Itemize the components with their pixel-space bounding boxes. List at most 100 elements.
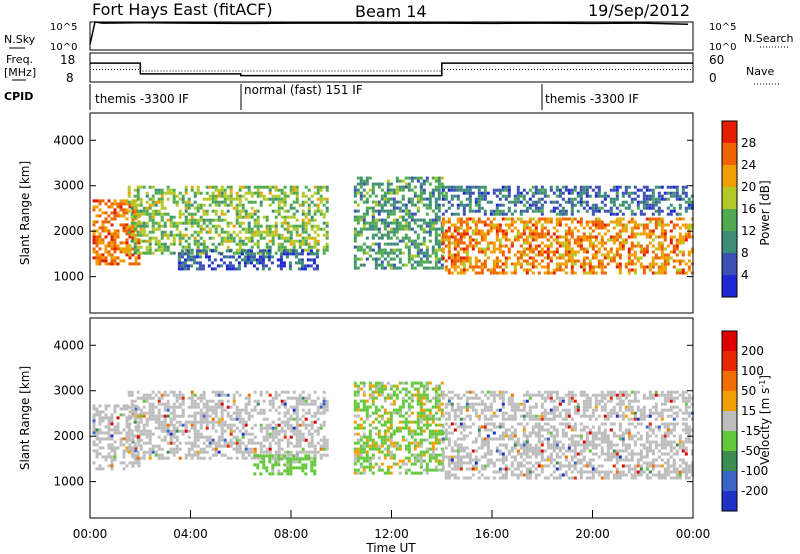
data-cell [151, 200, 155, 204]
data-cell [310, 435, 314, 439]
data-cell [322, 411, 326, 415]
data-cell [567, 191, 571, 195]
data-cell [142, 429, 146, 433]
data-cell [567, 229, 571, 233]
data-cell [690, 250, 694, 254]
data-cell [267, 249, 271, 253]
data-cell [292, 245, 296, 249]
data-cell [356, 393, 360, 397]
data-cell [600, 238, 604, 242]
data-cell [362, 456, 366, 460]
data-cell [256, 242, 260, 246]
data-cell [226, 245, 230, 249]
data-cell [603, 271, 607, 275]
data-cell [208, 227, 212, 231]
data-cell [440, 429, 444, 433]
data-cell [304, 227, 308, 231]
data-cell [392, 399, 396, 403]
data-cell [232, 429, 236, 433]
data-cell [175, 414, 179, 418]
data-cell [166, 423, 170, 427]
data-cell [431, 224, 435, 228]
data-cell [669, 220, 673, 224]
data-cell [157, 402, 161, 406]
data-cell [196, 453, 200, 457]
data-cell [292, 417, 296, 421]
data-cell [437, 245, 441, 249]
data-cell [468, 431, 472, 435]
data-cell [444, 259, 448, 263]
data-cell [398, 251, 402, 255]
data-cell [322, 399, 326, 403]
data-cell [134, 461, 138, 465]
data-cell [151, 203, 155, 207]
data-cell [582, 238, 586, 242]
data-cell [618, 232, 622, 236]
data-cell [356, 450, 360, 454]
data-cell [238, 230, 242, 234]
data-cell [540, 209, 544, 213]
data-cell [160, 218, 164, 222]
data-cell [519, 262, 523, 266]
data-cell [316, 396, 320, 400]
data-cell [419, 257, 423, 261]
data-cell [362, 179, 366, 183]
data-cell [606, 209, 610, 213]
data-cell [193, 402, 197, 406]
data-cell [437, 432, 441, 436]
data-cell [486, 200, 490, 204]
data-cell [136, 453, 140, 457]
data-cell [618, 235, 622, 239]
data-cell [410, 435, 414, 439]
data-cell [380, 266, 384, 270]
data-cell [220, 393, 224, 397]
data-cell [133, 444, 137, 448]
data-cell [226, 399, 230, 403]
data-cell [477, 425, 481, 429]
data-cell [183, 252, 187, 256]
data-cell [407, 444, 411, 448]
data-cell [609, 197, 613, 201]
data-cell [465, 455, 469, 459]
data-cell [160, 194, 164, 198]
data-cell [265, 233, 269, 237]
data-cell [271, 197, 275, 201]
data-cell [416, 420, 420, 424]
data-cell [416, 236, 420, 240]
data-cell [172, 191, 176, 195]
data-cell [154, 426, 158, 430]
data-cell [110, 244, 114, 248]
data-cell [555, 188, 559, 192]
data-cell [292, 239, 296, 243]
data-cell [133, 411, 137, 415]
data-cell [163, 248, 167, 252]
data-cell [151, 408, 155, 412]
data-cell [543, 188, 547, 192]
data-cell [585, 209, 589, 213]
data-cell [380, 438, 384, 442]
data-cell [425, 251, 429, 255]
data-cell [259, 408, 263, 412]
data-cell [104, 211, 108, 215]
data-cell [684, 200, 688, 204]
data-cell [122, 437, 126, 441]
data-cell [525, 446, 529, 450]
data-cell [618, 229, 622, 233]
data-cell [453, 449, 457, 453]
data-cell [92, 431, 96, 435]
data-cell [654, 197, 658, 201]
data-cell [615, 232, 619, 236]
data-cell [199, 435, 203, 439]
data-cell [428, 206, 432, 210]
data-cell [98, 235, 102, 239]
data-cell [573, 259, 577, 263]
data-cell [510, 461, 514, 465]
data-cell [277, 438, 281, 442]
data-cell [386, 447, 390, 451]
data-cell [268, 393, 272, 397]
data-cell [437, 429, 441, 433]
data-cell [549, 188, 553, 192]
data-cell [277, 450, 281, 454]
data-cell [92, 413, 96, 417]
data-cell [404, 245, 408, 249]
